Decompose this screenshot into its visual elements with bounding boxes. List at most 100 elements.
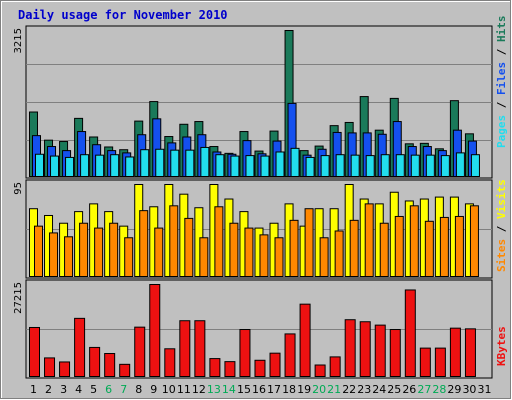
side-legend-pages: Pages xyxy=(495,115,508,148)
bar-pages-day-21 xyxy=(335,154,345,178)
day-label-6: 6 xyxy=(105,383,112,396)
bar-kbytes-day-23 xyxy=(359,321,371,377)
side-legend-text: Pages / Files / Hits xyxy=(495,16,508,149)
bar-sites-day-26 xyxy=(409,205,419,278)
bar-pages-day-29 xyxy=(455,152,465,178)
day-label-26: 26 xyxy=(402,383,416,396)
bar-sites-day-19 xyxy=(304,208,314,277)
bar-sites-day-14 xyxy=(229,222,239,278)
bar-sites-day-6 xyxy=(109,222,119,278)
bar-pages-day-20 xyxy=(320,155,330,177)
bar-kbytes-day-1 xyxy=(29,326,40,377)
bar-sites-day-20 xyxy=(319,237,329,277)
day-label-4: 4 xyxy=(75,383,82,396)
bar-sites-day-23 xyxy=(364,203,374,277)
bar-sites-day-16 xyxy=(259,234,269,277)
bar-kbytes-day-9 xyxy=(149,284,161,377)
bar-pages-day-7 xyxy=(125,156,135,177)
bar-pages-day-19 xyxy=(305,156,315,178)
side-legend-kbytes: KBytes xyxy=(495,326,508,366)
side-legend-middle: Sites / Visits xyxy=(495,179,508,272)
day-label-24: 24 xyxy=(372,383,386,396)
bar-kbytes-day-24 xyxy=(374,324,386,378)
bar-kbytes-day-2 xyxy=(44,357,56,378)
day-label-12: 12 xyxy=(192,383,206,396)
bar-kbytes-day-15 xyxy=(239,329,251,377)
bar-kbytes-day-14 xyxy=(224,361,236,378)
panel-top: 3215 Pages / Files / Hits xyxy=(13,16,508,179)
panel-bottom: 27215 KBytes xyxy=(13,279,508,379)
bar-pages-day-8 xyxy=(140,149,150,178)
bar-pages-day-12 xyxy=(200,146,210,177)
bar-pages-day-25 xyxy=(395,154,405,178)
bar-sites-day-8 xyxy=(139,210,149,277)
bar-kbytes-day-6 xyxy=(104,353,116,377)
side-legend-bottom: KBytes xyxy=(495,326,508,366)
bar-kbytes-day-28 xyxy=(434,347,446,377)
day-label-30: 30 xyxy=(462,383,476,396)
bar-kbytes-day-17 xyxy=(269,352,281,377)
bar-kbytes-day-22 xyxy=(344,319,356,378)
bar-kbytes-day-29 xyxy=(449,327,461,377)
day-label-17: 17 xyxy=(267,383,281,396)
axis-max-label: 3215 xyxy=(13,28,24,53)
bar-kbytes-day-18 xyxy=(284,333,296,378)
side-legend-visits: Visits xyxy=(495,179,508,219)
bar-kbytes-day-5 xyxy=(89,346,101,377)
day-label-23: 23 xyxy=(357,383,371,396)
side-legend-top: Pages / Files / Hits xyxy=(495,16,508,149)
day-label-16: 16 xyxy=(252,383,266,396)
side-legend-separator: / xyxy=(495,42,508,62)
bar-pages-day-5 xyxy=(95,154,105,177)
bar-kbytes-day-20 xyxy=(314,364,326,378)
bar-sites-day-22 xyxy=(349,219,359,277)
bar-kbytes-day-3 xyxy=(59,361,71,377)
day-label-21: 21 xyxy=(327,383,341,396)
day-label-28: 28 xyxy=(432,383,446,396)
bar-pages-day-13 xyxy=(215,154,225,178)
bar-sites-day-18 xyxy=(289,219,299,277)
bar-pages-day-11 xyxy=(185,149,195,177)
day-label-11: 11 xyxy=(177,383,191,396)
bar-pages-day-1 xyxy=(35,153,44,178)
bar-pages-day-23 xyxy=(365,155,375,177)
bar-sites-day-12 xyxy=(199,237,209,277)
bar-sites-day-1 xyxy=(34,225,43,277)
side-legend-hits: Hits xyxy=(495,16,508,43)
bar-pages-day-26 xyxy=(410,154,420,177)
bar-sites-day-15 xyxy=(244,227,254,277)
day-labels: 1 2 3 4 5 6 7 8 9 10 11 12 13 14 15 16 17 18 19 20 21 22 23 24 2… xyxy=(30,383,491,396)
bar-pages-day-9 xyxy=(155,148,165,177)
bar-kbytes-day-4 xyxy=(74,317,86,377)
bar-pages-day-14 xyxy=(230,155,240,178)
bar-pages-day-17 xyxy=(275,151,285,177)
day-label-22: 22 xyxy=(342,383,356,396)
side-legend-separator: / xyxy=(495,95,508,115)
bar-kbytes-day-8 xyxy=(134,326,146,378)
day-label-25: 25 xyxy=(387,383,401,396)
axis-max-label: 27215 xyxy=(13,282,24,314)
bar-pages-day-2 xyxy=(50,155,60,178)
day-label-14: 14 xyxy=(222,383,236,396)
bar-kbytes-day-21 xyxy=(329,356,341,377)
day-label-2: 2 xyxy=(45,383,52,396)
day-label-9: 9 xyxy=(150,383,157,396)
side-legend-text: KBytes xyxy=(495,326,508,366)
bar-sites-day-10 xyxy=(169,205,179,278)
bar-pages-day-18 xyxy=(290,147,300,178)
bar-sites-day-24 xyxy=(379,222,389,278)
side-legend-sites: Sites xyxy=(495,239,508,272)
day-label-31: 31 xyxy=(477,383,491,396)
bar-pages-day-24 xyxy=(380,154,390,178)
day-label-1: 1 xyxy=(30,383,37,396)
bar-sites-day-3 xyxy=(64,236,74,277)
bar-sites-day-2 xyxy=(49,232,59,277)
day-label-19: 19 xyxy=(297,383,311,396)
day-label-15: 15 xyxy=(237,383,251,396)
day-label-8: 8 xyxy=(135,383,142,396)
bar-kbytes-day-16 xyxy=(254,359,266,377)
bar-sites-day-4 xyxy=(79,222,89,278)
side-legend-separator: / xyxy=(495,219,508,239)
bar-sites-day-29 xyxy=(454,215,464,278)
